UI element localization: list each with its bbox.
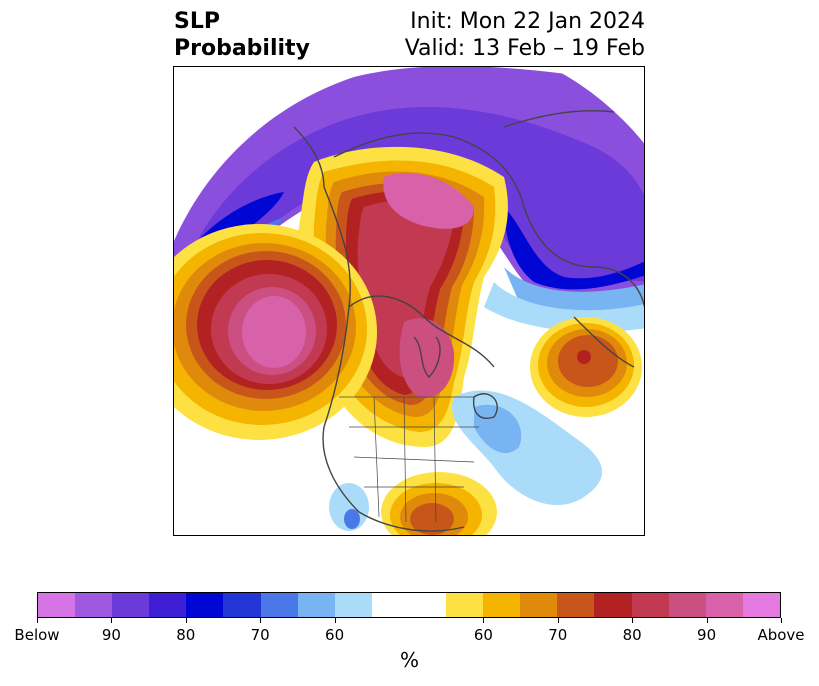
coastlines	[293, 109, 644, 532]
colorbar-tick-mark	[557, 618, 559, 623]
valid-range: Valid: 13 Feb – 19 Feb	[404, 36, 645, 61]
colorbar-segment	[112, 593, 150, 617]
colorbar-tick-mark	[37, 618, 38, 623]
colorbar-segment	[38, 593, 76, 617]
colorbar-tick-mark	[483, 618, 485, 623]
colorbar-tick-mark	[781, 618, 782, 623]
map-canvas	[174, 67, 644, 535]
below-region-strong-east	[504, 207, 644, 290]
colorbar-tick-mark	[706, 618, 708, 623]
colorbar-segment	[186, 593, 224, 617]
colorbar-segment	[149, 593, 187, 617]
colorbar-tick-label: 90	[101, 626, 121, 644]
colorbar-segment	[75, 593, 113, 617]
colorbar-tick-mark	[260, 618, 262, 623]
political-borders	[339, 396, 479, 523]
colorbar-segment	[483, 593, 521, 617]
colorbar-tick-label: 80	[622, 626, 642, 644]
above-region-pink-canada	[399, 318, 455, 398]
colorbar-tick-label: Above	[757, 626, 805, 644]
colorbar-tick-label: Below	[14, 626, 60, 644]
above-region-crimson	[357, 200, 454, 377]
colorbar-segment	[297, 593, 335, 617]
variable-title: SLP	[174, 9, 220, 34]
colorbar-segment	[371, 593, 409, 617]
colorbar-segment	[260, 593, 298, 617]
title-block-left: SLP Probability	[174, 8, 310, 62]
colorbar-tick-mark	[632, 618, 634, 623]
colorbar-segment	[742, 593, 780, 617]
colorbar-segment	[446, 593, 484, 617]
init-date: Init: Mon 22 Jan 2024	[410, 9, 645, 34]
colorbar-segment	[705, 593, 743, 617]
below-region-east-light	[504, 267, 644, 314]
colorbar-tick-mark	[185, 618, 187, 623]
seus-rust	[410, 503, 454, 535]
colorbar-segment	[223, 593, 261, 617]
colorbar-segment	[594, 593, 632, 617]
colorbar-segment	[408, 593, 447, 617]
eatl-red	[577, 350, 591, 364]
colorbar-tick-mark	[111, 618, 113, 623]
subtitle: Probability	[174, 36, 310, 61]
atlantic-light	[474, 404, 522, 454]
colorbar-segment	[631, 593, 669, 617]
colorbar-tick-label: 70	[250, 626, 270, 644]
above-region-pink-north	[383, 172, 474, 229]
colorbar	[37, 592, 781, 618]
colorbar-tick-label: 80	[176, 626, 196, 644]
title-block-right: Init: Mon 22 Jan 2024 Valid: 13 Feb – 19…	[405, 8, 645, 62]
colorbar-segment	[334, 593, 372, 617]
colorbar-segment	[668, 593, 706, 617]
colorbar-segment	[520, 593, 558, 617]
colorbar-tick-label: 60	[325, 626, 345, 644]
colorbar-tick-label: 70	[548, 626, 568, 644]
pacific-pink	[242, 296, 306, 368]
colorbar-tick-label: 60	[473, 626, 493, 644]
colorbar-tick-label: 90	[697, 626, 717, 644]
colorbar-segment	[557, 593, 595, 617]
colorbar-tick-mark	[334, 618, 336, 623]
swus-light	[344, 509, 360, 529]
colorbar-unit: %	[399, 648, 419, 672]
probability-map	[173, 66, 645, 536]
below-region-east-faint	[484, 282, 644, 332]
